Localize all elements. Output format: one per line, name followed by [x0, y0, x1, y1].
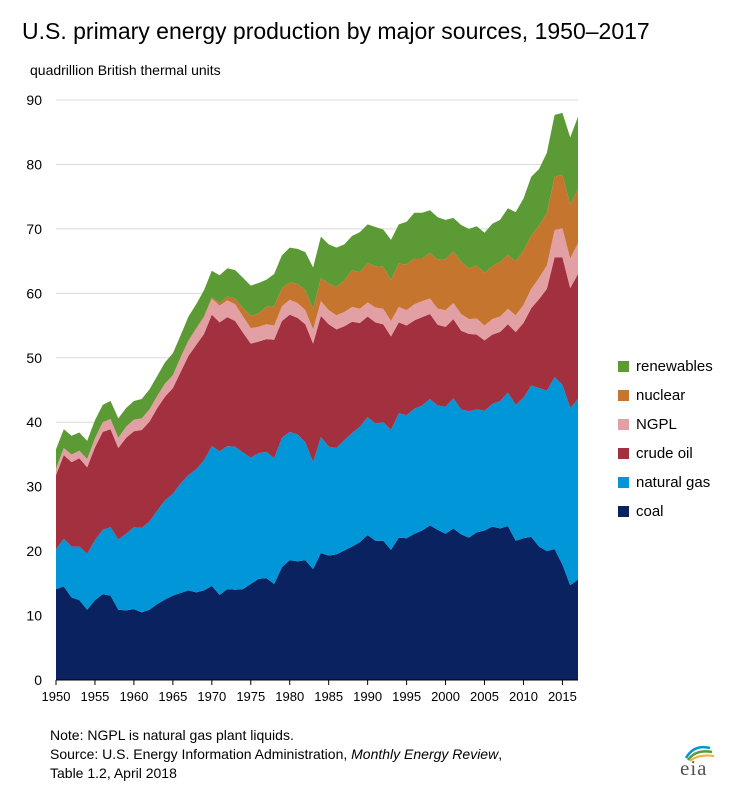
legend-label: crude oil — [636, 445, 693, 462]
x-tick-label: 1960 — [119, 689, 148, 704]
y-tick-label: 10 — [26, 608, 42, 624]
source-prefix: Source: U.S. Energy Information Administ… — [50, 746, 352, 762]
x-tick-label: 2000 — [431, 689, 460, 704]
eia-logo-mark-icon — [684, 745, 715, 762]
legend-label: coal — [636, 503, 664, 520]
x-tick-label: 1950 — [42, 689, 71, 704]
source-line: Source: U.S. Energy Information Administ… — [50, 745, 502, 764]
legend-item-nuclear: nuclear — [618, 381, 713, 410]
area-natural-gas — [56, 377, 578, 613]
y-axis-unit-label: quadrillion British thermal units — [30, 62, 221, 78]
legend-swatch — [618, 477, 629, 488]
y-tick-label: 40 — [26, 414, 42, 430]
y-tick-label: 50 — [26, 350, 42, 366]
legend-item-coal: coal — [618, 497, 713, 526]
y-tick-label: 90 — [26, 92, 42, 108]
legend-swatch — [618, 361, 629, 372]
legend-item-renewables: renewables — [618, 352, 713, 381]
legend-swatch — [618, 506, 629, 517]
legend-label: renewables — [636, 358, 713, 375]
area-renewables — [56, 112, 578, 469]
x-tick-label: 2005 — [470, 689, 499, 704]
x-tick-label: 1980 — [275, 689, 304, 704]
source-suffix: , — [498, 746, 503, 762]
legend-label: natural gas — [636, 474, 711, 491]
area-coal — [56, 525, 578, 680]
x-tick-label: 1995 — [392, 689, 421, 704]
x-tick-label: 1965 — [158, 689, 187, 704]
y-tick-label: 0 — [34, 672, 42, 688]
legend-label: nuclear — [636, 387, 686, 404]
eia-logo-text: eia — [680, 756, 708, 780]
legend-swatch — [618, 390, 629, 401]
x-tick-label: 2015 — [548, 689, 577, 704]
legend-item-crude-oil: crude oil — [618, 439, 713, 468]
note-line: Note: NGPL is natural gas plant liquids. — [50, 727, 294, 743]
x-tick-label: 1985 — [314, 689, 343, 704]
x-tick-label: 1990 — [353, 689, 382, 704]
x-tick-label: 1975 — [236, 689, 265, 704]
source-publication: Monthly Energy Review — [351, 746, 499, 762]
y-tick-label: 30 — [26, 479, 42, 495]
y-tick-label: 20 — [26, 543, 42, 559]
x-tick-label: 1955 — [80, 689, 109, 704]
y-tick-label: 60 — [26, 285, 42, 301]
legend-item-natural-gas: natural gas — [618, 468, 713, 497]
x-tick-label: 2010 — [509, 689, 538, 704]
eia-logo: eia — [676, 742, 720, 780]
legend-label: NGPL — [636, 416, 677, 433]
source-table-line: Table 1.2, April 2018 — [50, 765, 177, 781]
legend: renewables nuclear NGPL crude oil natura… — [618, 352, 713, 526]
x-tick-label: 1970 — [197, 689, 226, 704]
y-tick-label: 70 — [26, 221, 42, 237]
legend-swatch — [618, 419, 629, 430]
source-note: Note: NGPL is natural gas plant liquids.… — [50, 726, 502, 783]
legend-item-ngpl: NGPL — [618, 410, 713, 439]
area-crude-oil — [56, 257, 578, 554]
y-tick-label: 80 — [26, 156, 42, 172]
chart-title: U.S. primary energy production by major … — [22, 18, 650, 44]
legend-swatch — [618, 448, 629, 459]
